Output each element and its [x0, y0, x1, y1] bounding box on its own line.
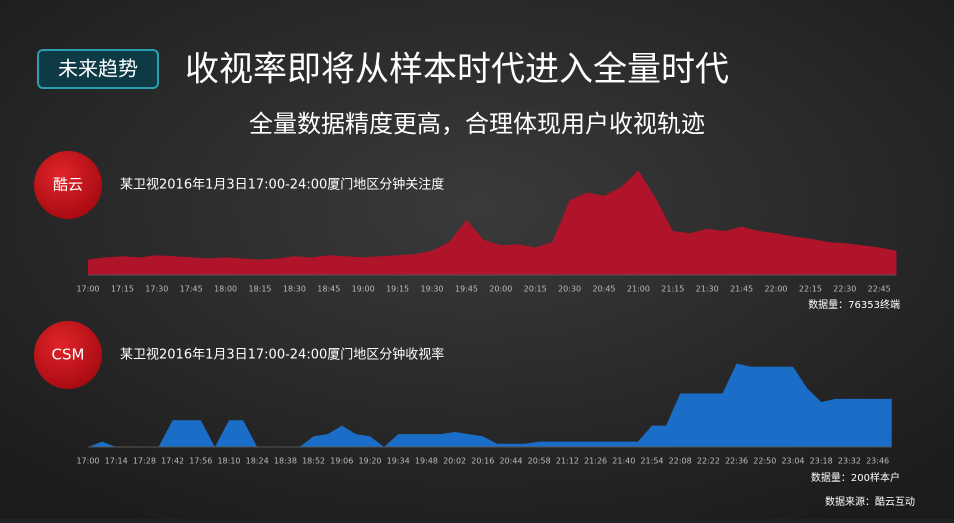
x-tick-label: 20:44	[499, 457, 522, 466]
x-tick-label: 20:15	[524, 285, 547, 294]
x-tick-label: 18:00	[214, 285, 237, 294]
source: 数据来源：酷云互动	[825, 495, 915, 508]
x-tick-label: 17:00	[76, 285, 99, 294]
x-tick-label: 18:52	[302, 457, 325, 466]
x-tick-label: 18:10	[217, 457, 240, 466]
x-tick-label: 17:30	[145, 285, 168, 294]
x-tick-label: 22:45	[868, 285, 891, 294]
x-tick-label: 21:40	[612, 457, 635, 466]
x-tick-label: 20:00	[489, 285, 512, 294]
x-tick-label: 22:22	[697, 457, 720, 466]
x-tick-label: 18:45	[317, 285, 340, 294]
area	[88, 363, 892, 447]
x-tick-label: 18:24	[246, 457, 269, 466]
x-tick-label: 21:30	[696, 285, 719, 294]
x-tick-label: 17:42	[161, 457, 184, 466]
x-tick-label: 20:02	[443, 457, 466, 466]
x-tick-label: 20:58	[528, 457, 551, 466]
x-tick-label: 22:08	[669, 457, 692, 466]
x-tick-label: 19:48	[415, 457, 438, 466]
x-tick-label: 22:50	[753, 457, 776, 466]
x-tick-label: 18:30	[283, 285, 306, 294]
x-tick-label: 23:46	[866, 457, 889, 466]
x-tick-label: 19:30	[420, 285, 443, 294]
x-tick-label: 21:45	[730, 285, 753, 294]
x-tick-label: 17:14	[105, 457, 128, 466]
chart-title: 某卫视2016年1月3日17:00-24:00厦门地区分钟收视率	[120, 347, 444, 363]
x-tick-label: 21:15	[661, 285, 684, 294]
x-tick-label: 20:45	[592, 285, 615, 294]
note: 数据量：200样本户	[811, 471, 900, 484]
badge-circle	[34, 151, 102, 219]
x-tick-label: 21:12	[556, 457, 579, 466]
x-tick-label: 19:15	[386, 285, 409, 294]
x-tick-label: 17:56	[189, 457, 212, 466]
x-tick-label: 22:15	[799, 285, 822, 294]
x-tick-label: 22:30	[833, 285, 856, 294]
tag-box	[37, 49, 159, 89]
x-tick-label: 19:34	[387, 457, 410, 466]
x-tick-label: 21:26	[584, 457, 607, 466]
x-tick-label: 18:15	[248, 285, 271, 294]
x-tick-label: 19:20	[358, 457, 381, 466]
x-tick-label: 19:06	[330, 457, 353, 466]
x-tick-label: 23:18	[810, 457, 833, 466]
x-tick-label: 22:36	[725, 457, 748, 466]
note: 数据量：76353终端	[808, 298, 900, 311]
x-tick-label: 17:28	[133, 457, 156, 466]
x-tick-label: 21:00	[627, 285, 650, 294]
badge-circle	[34, 321, 102, 389]
badge: CSM	[52, 346, 85, 364]
x-tick-label: 17:00	[76, 457, 99, 466]
subtitle: 全量数据精度更高，合理体现用户收视轨迹	[249, 110, 705, 138]
x-tick-label: 23:04	[781, 457, 804, 466]
title: 收视率即将从样本时代进入全量时代	[185, 50, 729, 90]
chart-title: 某卫视2016年1月3日17:00-24:00厦门地区分钟关注度	[120, 177, 444, 193]
x-tick-label: 18:38	[274, 457, 297, 466]
x-tick-label: 19:00	[352, 285, 375, 294]
x-tick-label: 20:16	[471, 457, 494, 466]
x-tick-label: 21:54	[640, 457, 663, 466]
badge: 酷云	[53, 176, 83, 194]
x-tick-label: 23:32	[838, 457, 861, 466]
area	[88, 170, 897, 275]
x-tick-label: 22:00	[764, 285, 787, 294]
x-tick-label: 19:45	[455, 285, 478, 294]
x-tick-label: 17:15	[111, 285, 134, 294]
x-tick-label: 20:30	[558, 285, 581, 294]
x-tick-label: 17:45	[180, 285, 203, 294]
tag: 未来趋势	[58, 57, 138, 81]
